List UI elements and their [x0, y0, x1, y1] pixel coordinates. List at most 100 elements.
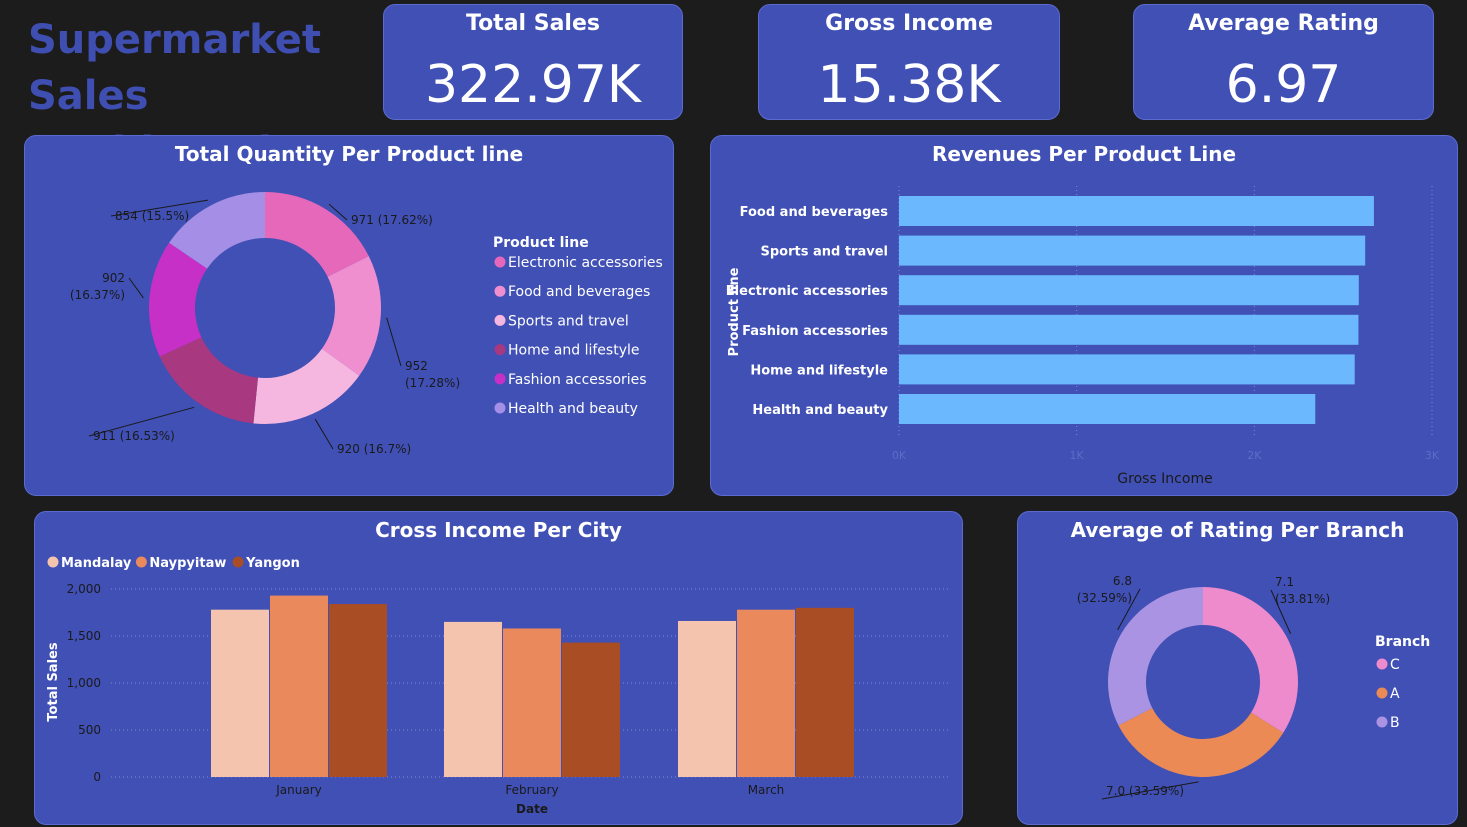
- data-label: 854 (15.5%): [115, 209, 189, 223]
- x-category-label: March: [748, 783, 785, 797]
- x-tick-label: 0K: [892, 449, 907, 462]
- kpi-value: 15.38K: [817, 55, 1001, 115]
- data-label-leader: [88, 406, 195, 437]
- x-category-label: February: [505, 783, 558, 797]
- chart-title: Cross Income Per City: [375, 518, 622, 542]
- donut-slice: [159, 337, 258, 424]
- y-axis-title: Total Sales: [46, 642, 61, 721]
- kpi-label: Total Sales: [465, 11, 600, 36]
- y-tick-label: 2,000: [67, 582, 101, 596]
- legend-item: Health and beauty: [508, 401, 638, 417]
- donut-slice: [169, 192, 265, 269]
- legend-swatch: [232, 556, 244, 568]
- data-label: 7.1: [1275, 575, 1294, 589]
- kpi-label: Average Rating: [1188, 11, 1379, 36]
- y-tick-label: 0: [93, 770, 101, 784]
- donut-slice: [1118, 707, 1284, 777]
- bar: [899, 275, 1359, 306]
- data-label-leader: [1117, 588, 1141, 631]
- legend-swatch: [494, 285, 506, 297]
- data-label: 920 (16.7%): [337, 442, 411, 456]
- x-category-label: January: [275, 783, 322, 797]
- legend-item: B: [1390, 715, 1400, 731]
- data-label: 952: [405, 359, 428, 373]
- revenues-bar-chart: 0K 1K 2K 3K Food and beverages Sports and tra…: [726, 186, 1440, 487]
- x-tick-label: 2K: [1247, 449, 1262, 462]
- legend-swatch: [494, 402, 506, 414]
- bar: [211, 609, 269, 777]
- bar: [899, 314, 1359, 345]
- data-label: (16.37%): [70, 288, 125, 302]
- data-label-leader: [1101, 781, 1199, 800]
- chart-title: Revenues Per Product Line: [931, 142, 1237, 166]
- legend-swatch: [1376, 658, 1388, 670]
- legend-item: C: [1390, 657, 1400, 673]
- legend-item: Mandalay: [61, 556, 132, 571]
- legend-swatch: [494, 344, 506, 356]
- data-label: (32.59%): [1077, 591, 1132, 605]
- data-label: 6.8: [1113, 574, 1132, 588]
- bar: [899, 354, 1355, 385]
- donut-slice: [1108, 587, 1203, 726]
- data-label-leader: [314, 418, 334, 450]
- chart-title: Average of Rating Per Branch: [1070, 518, 1405, 542]
- x-axis-title: Date: [516, 802, 548, 816]
- data-label: 911 (16.53%): [93, 429, 175, 443]
- data-label-leader: [1270, 589, 1292, 634]
- data-label-leader: [110, 199, 208, 217]
- kpi-card-total-sales: Total Sales 322.97K: [383, 4, 683, 120]
- legend-item: Food and beverages: [508, 284, 650, 300]
- data-label: (17.28%): [405, 376, 460, 390]
- legend-item: Yangon: [245, 556, 300, 571]
- x-tick-label: 3K: [1425, 449, 1440, 462]
- y-tick-label: 1,000: [67, 676, 101, 690]
- y-category-label: Electronic accessories: [726, 284, 888, 299]
- quantity-per-product-line-panel: Total Quantity Per Product line 971 (17.…: [24, 135, 674, 496]
- legend-item: Electronic accessories: [508, 255, 663, 271]
- legend-swatch: [494, 314, 506, 326]
- bar: [737, 609, 795, 777]
- legend-swatch: [47, 556, 59, 568]
- branch-rating-donut-chart: 7.1 (33.81%) 7.0 (33.59%) 6.8 (32.59%) Branch…: [1077, 574, 1430, 800]
- donut-slice: [1203, 587, 1298, 733]
- bar: [899, 394, 1316, 424]
- kpi-value: 322.97K: [424, 55, 642, 115]
- data-label: 971 (17.62%): [351, 213, 433, 227]
- data-label-leader: [386, 317, 402, 367]
- chart-title: Total Quantity Per Product line: [174, 142, 524, 166]
- bar: [503, 628, 561, 777]
- y-tick-label: 1,500: [67, 629, 101, 643]
- revenues-per-product-line-panel: Revenues Per Product Line 0K 1K 2K 3K Food a…: [710, 135, 1458, 496]
- legend-item: Fashion accessories: [508, 372, 647, 388]
- donut-slice: [321, 256, 381, 376]
- data-label: 7.0 (33.59%): [1106, 784, 1184, 798]
- kpi-label: Gross Income: [825, 11, 993, 36]
- bar: [796, 607, 854, 777]
- legend-item: Sports and travel: [508, 313, 629, 329]
- data-label-leader: [128, 277, 144, 299]
- y-category-label: Food and beverages: [740, 205, 889, 220]
- y-category-label: Home and lifestyle: [750, 363, 888, 378]
- bar: [444, 621, 502, 777]
- legend-swatch: [494, 256, 506, 268]
- bar: [270, 595, 328, 777]
- donut-slice: [253, 348, 360, 424]
- kpi-card-gross-income: Gross Income 15.38K: [758, 4, 1060, 120]
- legend-item: Naypyitaw: [149, 556, 226, 571]
- x-tick-label: 1K: [1070, 449, 1085, 462]
- kpi-card-average-rating: Average Rating 6.97: [1133, 4, 1434, 120]
- bar: [899, 196, 1374, 226]
- legend-title: Branch: [1375, 634, 1430, 650]
- donut-slice: [265, 192, 369, 277]
- rating-per-branch-panel: Average of Rating Per Branch 7.1 (33.81%)…: [1017, 511, 1458, 825]
- y-tick-label: 500: [78, 723, 101, 737]
- product-line-donut-chart: 971 (17.62%) 952 (17.28%) 920 (16.7%) 911 (1…: [70, 192, 663, 456]
- data-label: (33.81%): [1275, 592, 1330, 606]
- y-category-label: Health and beauty: [752, 403, 888, 418]
- kpi-value: 6.97: [1225, 55, 1342, 115]
- legend-item: A: [1390, 686, 1400, 702]
- y-axis-title: Product line: [727, 267, 742, 356]
- income-per-city-bar-chart: 0 500 1,000 1,500 2,000 January February March D…: [46, 556, 950, 816]
- donut-slice: [149, 242, 208, 357]
- y-category-label: Fashion accessories: [742, 324, 888, 339]
